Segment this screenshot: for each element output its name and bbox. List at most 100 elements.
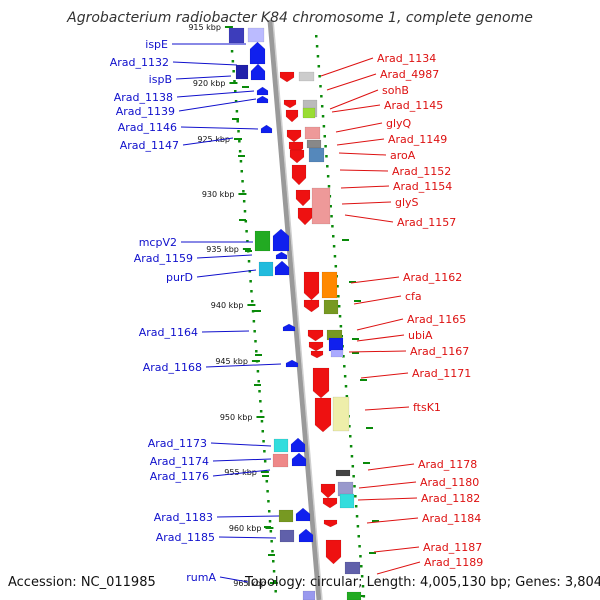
- ring-dot: [250, 290, 253, 293]
- gene-label-leader: [350, 276, 400, 284]
- gene-label: glyS: [395, 196, 419, 209]
- ring-dot: [251, 310, 255, 313]
- ring-dot: [361, 585, 365, 588]
- reverse-gene-feature: [323, 299, 339, 315]
- ring-dot: [330, 215, 333, 218]
- gene-label: Arad_1184: [422, 512, 481, 525]
- ring-dot: [338, 315, 342, 318]
- gene-label: Arad_1185: [156, 531, 215, 544]
- reverse-gene-feature: [298, 71, 315, 82]
- ring-dot: [325, 155, 328, 158]
- gene-label-leader: [216, 515, 280, 518]
- gene-label: aroA: [390, 149, 416, 162]
- gene-label: Arad_1165: [407, 313, 466, 326]
- ring-dot: [324, 145, 327, 148]
- reverse-gene-feature: [332, 396, 350, 432]
- forward-gene-feature: [272, 453, 289, 468]
- gene-label: ispE: [145, 38, 168, 51]
- ring-dash: [369, 552, 376, 554]
- ring-dot: [334, 265, 338, 268]
- gene-label-leader: [320, 57, 374, 77]
- ring-dash: [363, 462, 370, 464]
- gene-label: cfa: [405, 290, 422, 303]
- gene-label-leader: [357, 497, 418, 501]
- ring-dot: [273, 580, 277, 583]
- genome-summary-text: Topology: circular; Length: 4,005,130 bp…: [245, 575, 600, 590]
- gene-label: Arad_1171: [412, 367, 471, 380]
- ring-dot: [268, 520, 272, 523]
- ring-dot: [332, 235, 335, 238]
- gene-label-leader: [178, 98, 257, 112]
- gene-label: ftsK1: [413, 401, 441, 414]
- ring-dot: [337, 295, 340, 298]
- ring-dot: [238, 150, 242, 153]
- gene-label: Arad_1152: [392, 165, 451, 178]
- ring-dot: [354, 495, 357, 498]
- gene-label-leader: [205, 363, 282, 368]
- forward-gene-feature: [295, 507, 311, 522]
- gene-label-leader: [326, 73, 377, 91]
- gene-label: Arad_1162: [403, 271, 462, 284]
- ring-dot: [333, 255, 337, 258]
- gene-label-leader: [344, 214, 394, 223]
- ring-dot: [265, 480, 269, 483]
- ring-dot: [274, 590, 277, 593]
- reverse-gene-feature: [283, 99, 297, 109]
- reverse-gene-feature: [303, 271, 320, 301]
- position-tick-label: 915 kbp: [188, 23, 221, 32]
- ring-dash: [242, 86, 249, 88]
- forward-gene-feature: [298, 528, 314, 543]
- ring-dot: [354, 505, 358, 508]
- forward-gene-feature: [235, 64, 249, 80]
- reverse-gene-feature: [279, 71, 295, 83]
- ring-dot: [235, 110, 239, 113]
- gene-label-leader: [364, 406, 410, 411]
- ring-dash: [358, 595, 365, 597]
- ring-dot: [332, 245, 336, 248]
- position-tick-label: 950 kbp: [220, 413, 253, 422]
- gene-label-leader: [201, 330, 250, 333]
- ring-dot: [315, 35, 318, 38]
- ring-dot: [261, 430, 265, 433]
- position-ticks: 915 kbp 920 kbp 925 kbp 930 kbp 935 kbp 940 k…: [188, 23, 278, 588]
- gene-label-leader: [329, 89, 379, 110]
- reverse-gene-feature: [304, 126, 321, 140]
- ring-dot: [345, 395, 349, 398]
- ring-dot: [272, 560, 275, 563]
- gene-label: Arad_1138: [114, 91, 173, 104]
- gene-label-leader: [219, 576, 249, 583]
- forward-gene-feature: [256, 86, 269, 96]
- ring-dot: [248, 270, 252, 273]
- gene-label: Arad_1134: [377, 52, 436, 65]
- gene-label-leader: [218, 536, 277, 539]
- gene-label-leader: [366, 517, 419, 524]
- reverse-gene-feature: [291, 164, 307, 186]
- ring-dot: [350, 455, 354, 458]
- reverse-gene-feature: [325, 539, 342, 565]
- reverse-gene-feature: [308, 341, 324, 352]
- ring-dot: [234, 90, 237, 93]
- gene-label: glyQ: [386, 117, 412, 130]
- genome-backbone-shadow: [272, 19, 323, 600]
- reverse-gene-feature: [289, 149, 305, 164]
- forward-gene-feature: [278, 509, 294, 523]
- ring-dot: [349, 435, 352, 438]
- accession-text: Accession: NC_011985: [8, 575, 156, 590]
- reverse-gene-feature: [307, 329, 324, 342]
- ring-dot: [239, 160, 243, 163]
- position-tick-label: 960 kbp: [229, 524, 262, 533]
- gene-label: Arad_1145: [384, 99, 443, 112]
- position-tick-label: 920 kbp: [193, 79, 226, 88]
- ring-dot: [351, 465, 355, 468]
- position-tick-label: 945 kbp: [215, 357, 248, 366]
- gene-label: Arad_1159: [134, 252, 193, 265]
- ring-dot: [336, 285, 339, 288]
- ring-dot: [256, 370, 260, 373]
- gene-label-leader: [331, 104, 381, 113]
- gene-label-leader: [212, 469, 271, 477]
- gene-label-leader: [335, 122, 383, 133]
- position-tick-label: 930 kbp: [202, 190, 235, 199]
- reverse-gene-feature: [286, 129, 302, 143]
- reverse-gene-feature: [285, 109, 299, 123]
